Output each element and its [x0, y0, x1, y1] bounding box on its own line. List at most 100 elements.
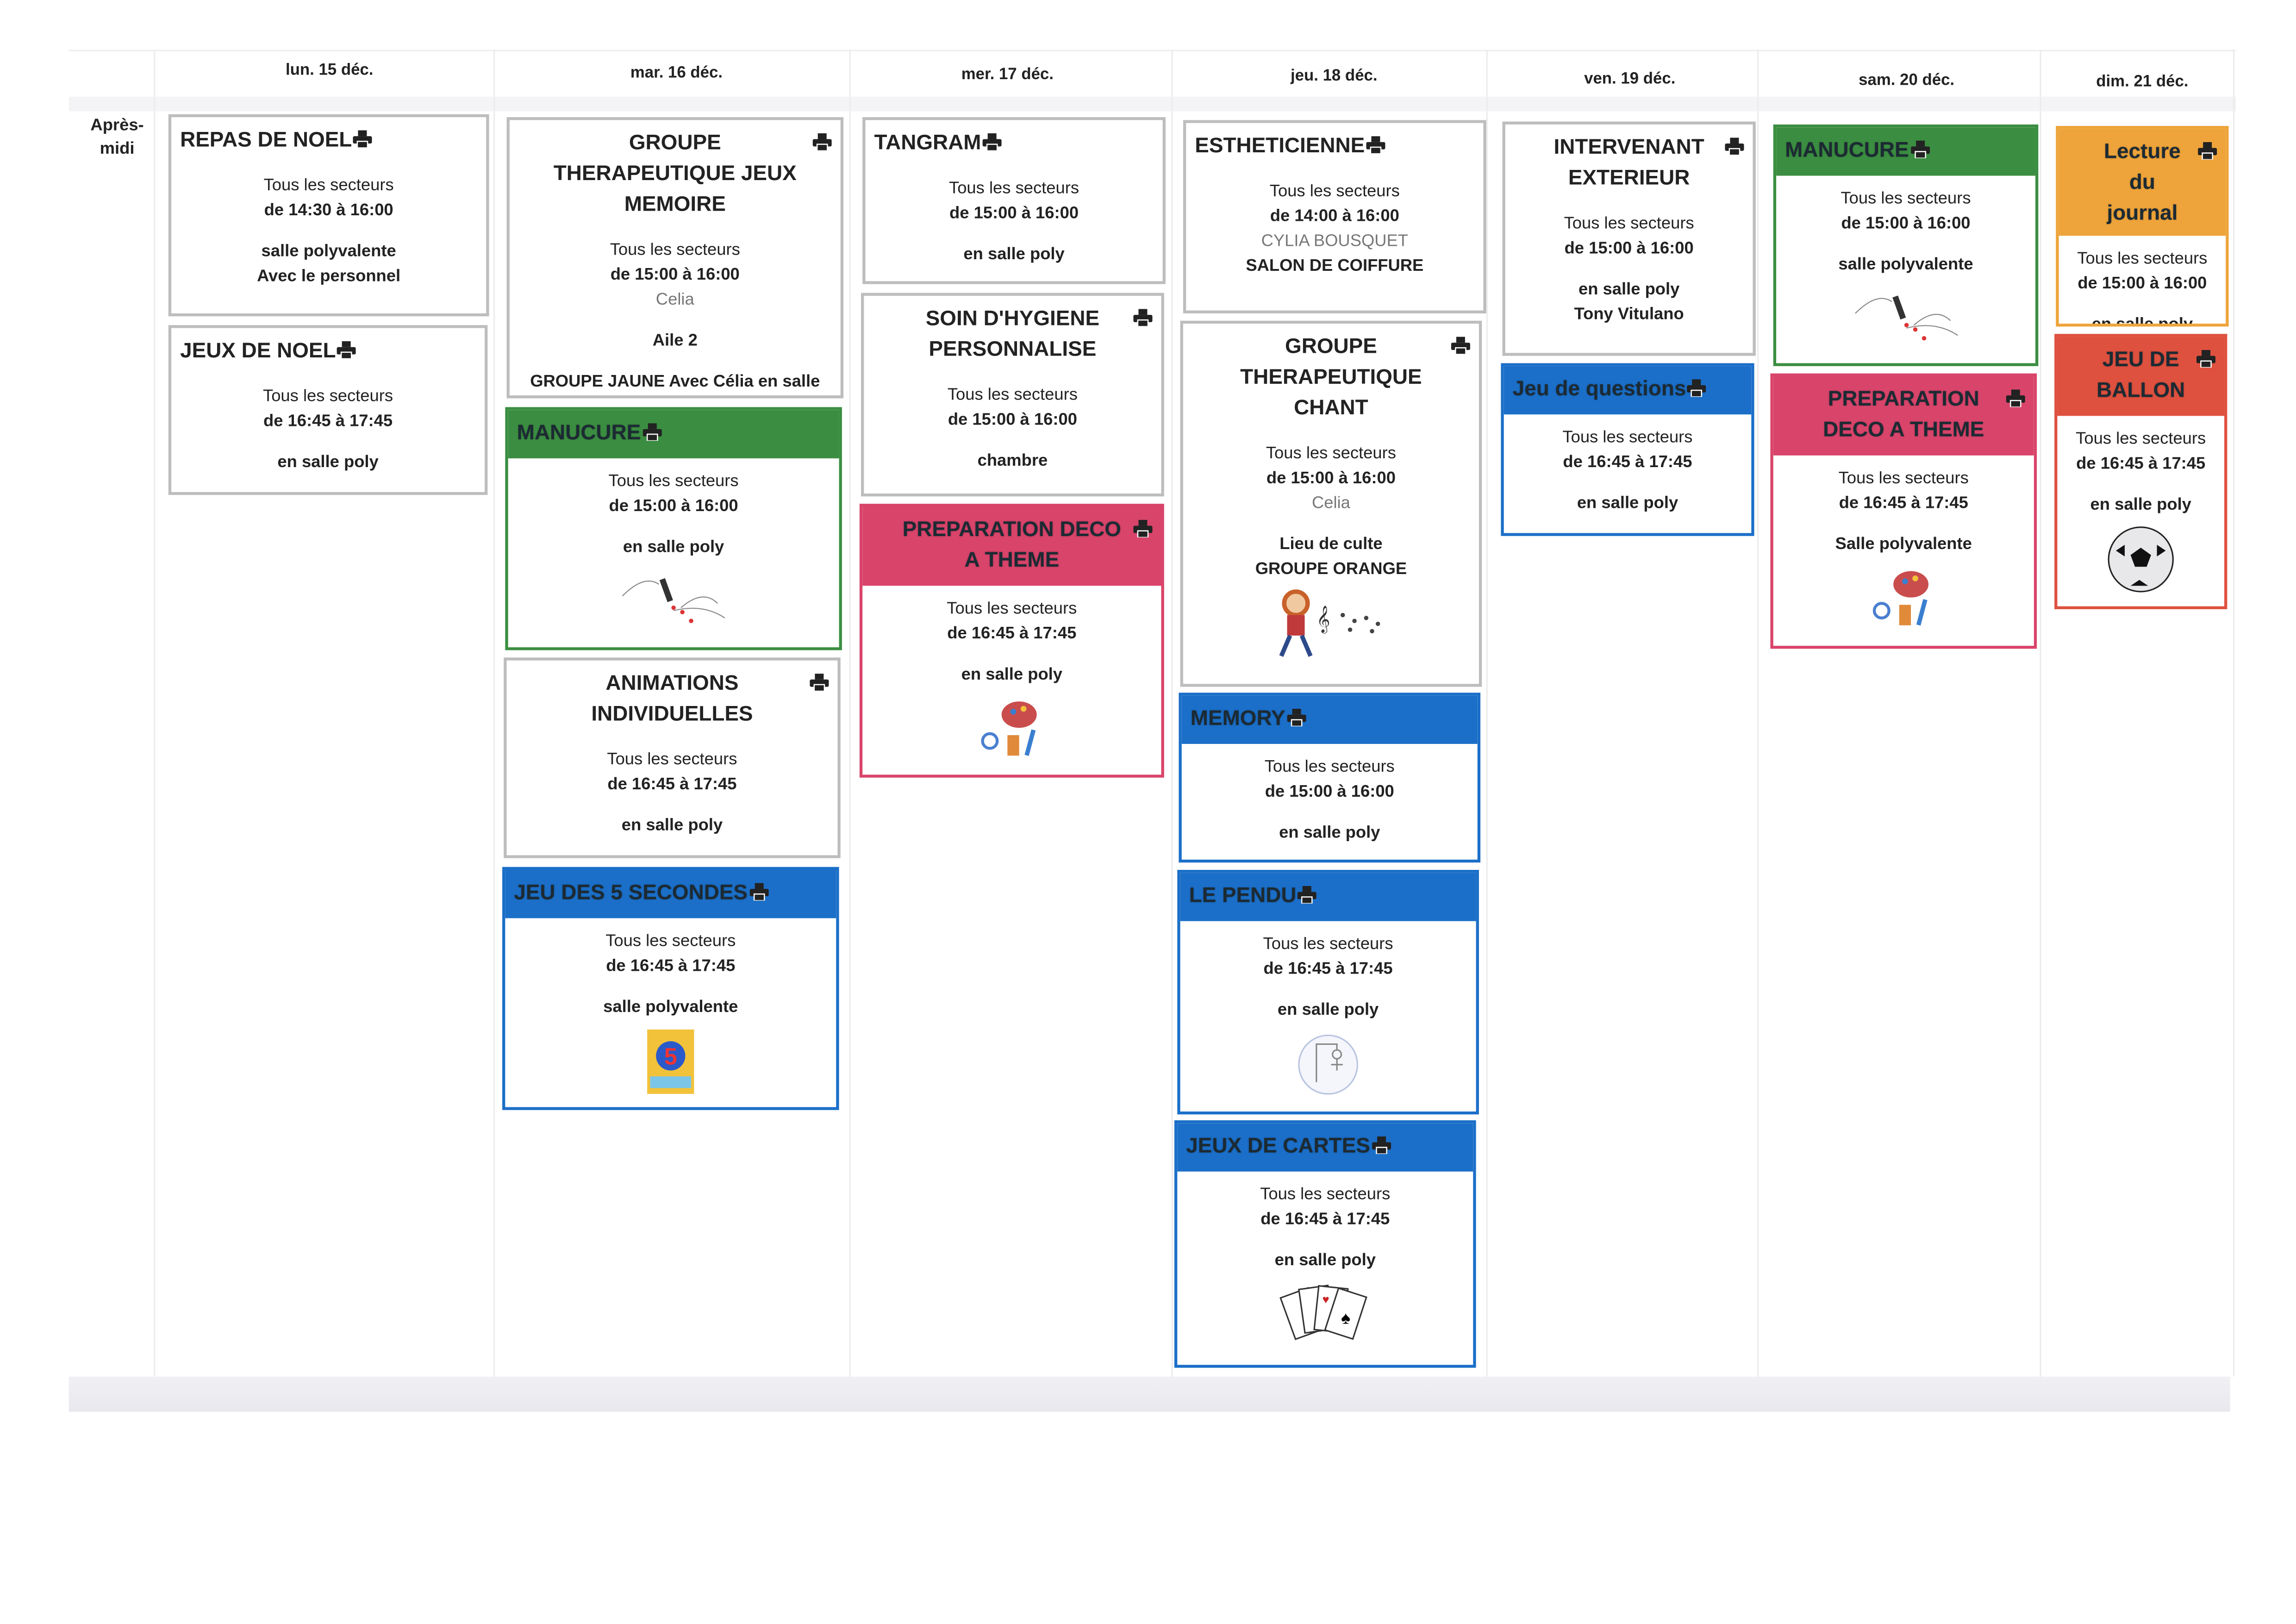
event-title-bar: Jeu de questions	[1504, 366, 1752, 415]
event-detail-line: Tous les secteurs	[1264, 758, 1395, 776]
printer-icon[interactable]	[1286, 709, 1306, 726]
event-details: Tous les secteurs de 16:45 à 17:45 en sall…	[171, 374, 485, 476]
event-detail-line: de 15:00 à 16:00	[1841, 215, 1971, 233]
event-title: GROUPE THERAPEUTIQUE CHANT	[1240, 335, 1422, 420]
event-detail-line: de 15:00 à 16:00	[948, 411, 1077, 429]
printer-icon[interactable]	[1298, 886, 1317, 904]
event-card[interactable]: PREPARATION DECO A THEME Tous les secteur…	[859, 504, 1164, 778]
column-divider	[1171, 50, 1173, 1377]
event-detail-line: de 15:00 à 16:00	[1266, 470, 1396, 488]
printer-icon[interactable]	[1910, 140, 1929, 158]
event-title-bar: GROUPE THERAPEUTIQUE CHANT	[1183, 324, 1479, 431]
event-detail-line: GROUPE JAUNE Avec Célia en salle culte o…	[530, 373, 820, 391]
event-detail-line: salle polyvalente	[261, 243, 396, 261]
printer-icon[interactable]	[337, 341, 356, 359]
printer-icon[interactable]	[1372, 1136, 1391, 1154]
event-card[interactable]: ANIMATIONS INDIVIDUELLES Tous les secteur…	[504, 657, 841, 858]
header-divider	[69, 96, 2236, 112]
event-card[interactable]: PREPARATION DECO A THEME Tous les secteur…	[1770, 373, 2037, 649]
event-title-bar: JEUX DE NOEL	[171, 328, 485, 374]
event-title-bar: GROUPE THERAPEUTIQUE JEUX MEMOIRE	[510, 120, 841, 227]
event-details: Tous les secteurs de 16:45 à 17:45 en sall…	[862, 586, 1161, 762]
event-card[interactable]: GROUPE THERAPEUTIQUE JEUX MEMOIRE Tous le…	[506, 117, 844, 399]
event-card[interactable]: Lecture du journal Tous les secteurs de 15…	[2056, 126, 2229, 327]
event-detail-line: Tous les secteurs	[610, 241, 740, 259]
event-detail-line: de 14:30 à 16:00	[264, 202, 393, 220]
printer-icon[interactable]	[749, 883, 768, 901]
event-card[interactable]: JEU DES 5 SECONDES Tous les secteurs de 16…	[502, 867, 839, 1110]
event-detail-line: SALON DE COIFFURE	[1246, 257, 1424, 275]
event-detail-line: de 15:00 à 16:00	[610, 266, 740, 284]
column-divider	[493, 50, 495, 1377]
event-title: GROUPE THERAPEUTIQUE JEUX MEMOIRE	[553, 131, 797, 217]
printer-icon[interactable]	[2006, 389, 2025, 407]
event-detail-line: de 14:00 à 16:00	[1270, 208, 1399, 226]
event-details: Tous les secteurs de 15:00 à 16:00 en sall…	[866, 165, 1163, 268]
event-title: Jeu de questions	[1512, 378, 1686, 401]
column-divider	[1757, 50, 1759, 1377]
event-title-bar: JEU DE BALLON	[2057, 337, 2225, 416]
printer-icon[interactable]	[1451, 337, 1470, 355]
event-details: Tous les secteurs de 14:00 à 16:00 CYLIA B…	[1186, 169, 1483, 280]
printer-icon[interactable]	[1725, 137, 1744, 156]
event-card[interactable]: TANGRAM Tous les secteurs de 15:00 à 16:00…	[862, 117, 1166, 284]
event-title-bar: JEU DES 5 SECONDES	[505, 870, 836, 918]
event-details: Tous les secteurs de 16:45 à 17:45 en sall…	[507, 737, 838, 839]
event-title: MANUCURE	[1785, 139, 1909, 163]
event-title-bar: LE PENDU	[1180, 873, 1476, 921]
event-card[interactable]: SOIN D'HYGIENE PERSONNALISE Tous les sect…	[861, 293, 1164, 497]
event-card[interactable]: MANUCURE Tous les secteurs de 15:00 à 16:0…	[1773, 124, 2039, 366]
event-detail-line: CYLIA BOUSQUET	[1261, 232, 1409, 250]
event-card[interactable]: JEU DE BALLON Tous les secteurs de 16:45 à…	[2054, 334, 2227, 609]
event-title: MEMORY	[1190, 707, 1285, 731]
event-detail-line: en salle poly	[621, 817, 723, 835]
event-card[interactable]: INTERVENANT EXTERIEUR Tous les secteurs de…	[1502, 121, 1756, 356]
printer-icon[interactable]	[642, 423, 661, 441]
event-detail-line: Tous les secteurs	[1841, 190, 1971, 208]
event-title: TANGRAM	[874, 131, 981, 156]
event-title: PREPARATION DECO A THEME	[902, 518, 1122, 573]
printer-icon[interactable]	[982, 133, 1002, 151]
printer-icon[interactable]	[1133, 519, 1153, 537]
printer-icon[interactable]	[1687, 379, 1707, 397]
event-detail-line: en salle poly	[2090, 496, 2191, 514]
event-card[interactable]: REPAS DE NOEL Tous les secteurs de 14:30 à…	[168, 114, 489, 317]
event-title: PREPARATION DECO A THEME	[1823, 388, 1984, 443]
event-card[interactable]: Jeu de questions Tous les secteurs de 16:4…	[1501, 363, 1754, 536]
event-detail-line: en salle poly	[1578, 281, 1680, 299]
event-title: JEU DE BALLON	[2096, 348, 2185, 403]
nail-polish-illustration	[1785, 284, 2027, 343]
printer-icon[interactable]	[353, 130, 373, 148]
printer-icon[interactable]	[810, 674, 829, 692]
event-card[interactable]: ESTHETICIENNE Tous les secteurs de 14:00 à…	[1183, 120, 1486, 313]
event-card[interactable]: MEMORY Tous les secteurs de 15:00 à 16:00 e…	[1179, 693, 1481, 863]
row-label-afternoon: Après-midi	[90, 117, 144, 158]
hangman-illustration	[1189, 1030, 1467, 1100]
event-detail-line: de 16:45 à 17:45	[607, 776, 737, 794]
event-detail-line: salle polyvalente	[1838, 256, 1973, 274]
event-card[interactable]: JEUX DE NOEL Tous les secteurs de 16:45 à …	[168, 325, 488, 495]
event-detail-line: Tous les secteurs	[1269, 183, 1400, 201]
event-detail-line: en salle poly	[963, 246, 1065, 264]
event-detail-line: salle polyvalente	[603, 999, 738, 1017]
event-card[interactable]: MANUCURE Tous les secteurs de 15:00 à 16:0…	[505, 407, 842, 650]
event-detail-line: Celia	[655, 291, 694, 309]
event-details: Tous les secteurs de 16:45 à 17:45 en sall…	[1180, 921, 1476, 1100]
event-card[interactable]: JEUX DE CARTES Tous les secteurs de 16:45 …	[1174, 1120, 1476, 1368]
printer-icon[interactable]	[1133, 309, 1153, 327]
event-title-bar: PREPARATION DECO A THEME	[862, 506, 1161, 586]
event-detail-line: Tous les secteurs	[1263, 936, 1393, 954]
event-detail-line: Lieu de culte	[1279, 536, 1383, 554]
printer-icon[interactable]	[1366, 136, 1385, 154]
event-title-bar: MANUCURE	[508, 410, 839, 459]
day-header: mer. 17 déc.	[961, 66, 1054, 84]
event-details: Tous les secteurs de 15:00 à 16:00 salle p…	[1776, 176, 2035, 343]
printer-icon[interactable]	[2196, 350, 2216, 368]
event-card[interactable]: GROUPE THERAPEUTIQUE CHANT Tous les secte…	[1180, 320, 1482, 687]
event-details: Tous les secteurs de 15:00 à 16:00 en sall…	[2059, 236, 2226, 324]
event-card[interactable]: LE PENDU Tous les secteurs de 16:45 à 17:4…	[1177, 870, 1479, 1115]
event-title: JEU DES 5 SECONDES	[514, 881, 748, 905]
printer-icon[interactable]	[2198, 142, 2217, 160]
printer-icon[interactable]	[812, 133, 832, 151]
event-detail-line: Tous les secteurs	[607, 751, 737, 769]
